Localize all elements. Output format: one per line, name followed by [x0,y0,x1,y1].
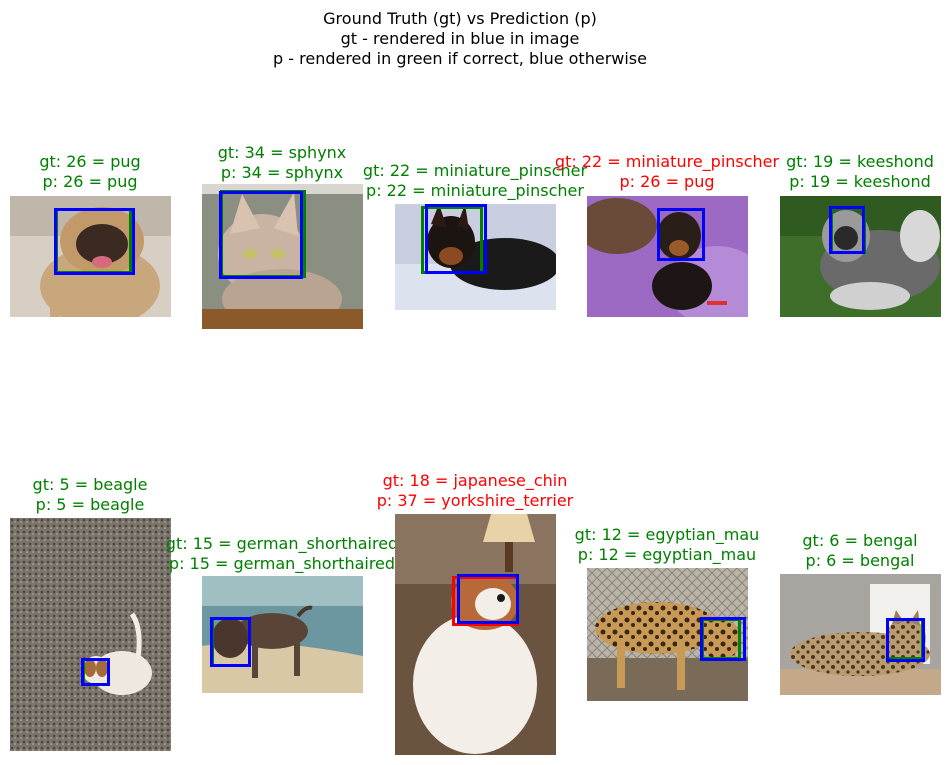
panel-1-gt-box [54,208,135,275]
panel-8-gt-label: gt: 18 = japanese_chin [382,471,568,490]
panel-8-gt-box [457,574,519,624]
panel-7-photo [202,576,363,693]
panel-3-gt-label: gt: 22 = miniature_pinscher [362,161,588,180]
figure-title-line-3: p - rendered in green if correct, blue o… [273,49,647,68]
panel-9-photo [587,568,748,701]
panel-10-photo [780,574,941,695]
sphynx-photo [202,184,363,329]
bengal-photo [780,574,941,695]
panel-3-gt-box [425,204,487,274]
panel-7-gt-label: gt: 15 = german_shorthaired [165,534,399,553]
min-pin-purple-photo [587,196,748,317]
panel-1-photo [10,196,171,317]
keeshond-photo [780,196,941,317]
egyptian-mau-photo [587,568,748,701]
panel-2-title: gt: 34 = sphynx p: 34 = sphynx [152,143,412,183]
panel-2-gt-box [219,191,303,279]
panel-7-title: gt: 15 = german_shorthaired p: 15 = germ… [152,534,412,574]
gsp-photo [202,576,363,693]
panel-2-gt-label: gt: 34 = sphynx [217,143,347,162]
panel-5-title: gt: 19 = keeshond p: 19 = keeshond [730,152,950,192]
panel-3-photo [395,204,556,310]
panel-1-title: gt: 26 = pug p: 26 = pug [0,152,220,192]
figure-title-line-1: Ground Truth (gt) vs Prediction (p) [323,9,597,28]
panel-3-title: gt: 22 = miniature_pinscher p: 22 = mini… [345,161,605,201]
panel-6-p-label: p: 5 = beagle [35,495,145,514]
panel-4-gt-label: gt: 22 = miniature_pinscher [554,152,780,171]
beagle-photo [10,518,171,751]
panel-2-p-label: p: 34 = sphynx [220,163,344,182]
panel-3-p-label: p: 22 = miniature_pinscher [366,181,584,200]
panel-6-gt-box [81,658,110,686]
panel-1-p-label: p: 26 = pug [42,172,138,191]
japanese-chin-photo [395,514,556,755]
panel-1-gt-label: gt: 26 = pug [39,152,141,171]
panel-9-p-label: p: 12 = egyptian_mau [577,545,757,564]
panel-9-gt-label: gt: 12 = egyptian_mau [574,525,760,544]
panel-10-gt-label: gt: 6 = bengal [802,531,918,550]
panel-8-photo [395,514,556,755]
panel-6-gt-label: gt: 5 = beagle [32,475,148,494]
panel-9-gt-box [700,617,746,661]
figure-title: Ground Truth (gt) vs Prediction (p) gt -… [0,9,920,69]
panel-2-photo [202,184,363,329]
panel-4-title: gt: 22 = miniature_pinscher p: 26 = pug [537,152,797,192]
panel-5-gt-box [829,206,865,254]
panel-4-gt-box [657,208,705,261]
panel-5-gt-label: gt: 19 = keeshond [786,152,934,171]
panel-9-title: gt: 12 = egyptian_mau p: 12 = egyptian_m… [537,525,797,565]
panel-8-p-label: p: 37 = yorkshire_terrier [376,491,574,510]
panel-6-photo [10,518,171,751]
figure-title-line-2: gt - rendered in blue in image [340,29,580,48]
panel-5-p-label: p: 19 = keeshond [789,172,931,191]
panel-4-photo [587,196,748,317]
panel-8-title: gt: 18 = japanese_chin p: 37 = yorkshire… [345,471,605,511]
panel-7-gt-box [210,617,251,667]
panel-4-p-label: p: 26 = pug [619,172,715,191]
panel-10-p-label: p: 6 = bengal [805,551,915,570]
panel-6-title: gt: 5 = beagle p: 5 = beagle [0,475,220,515]
panel-7-p-label: p: 15 = german_shorthaired [168,554,396,573]
panel-5-photo [780,196,941,317]
panel-10-gt-box [886,618,925,662]
panel-10-title: gt: 6 = bengal p: 6 = bengal [730,531,950,571]
